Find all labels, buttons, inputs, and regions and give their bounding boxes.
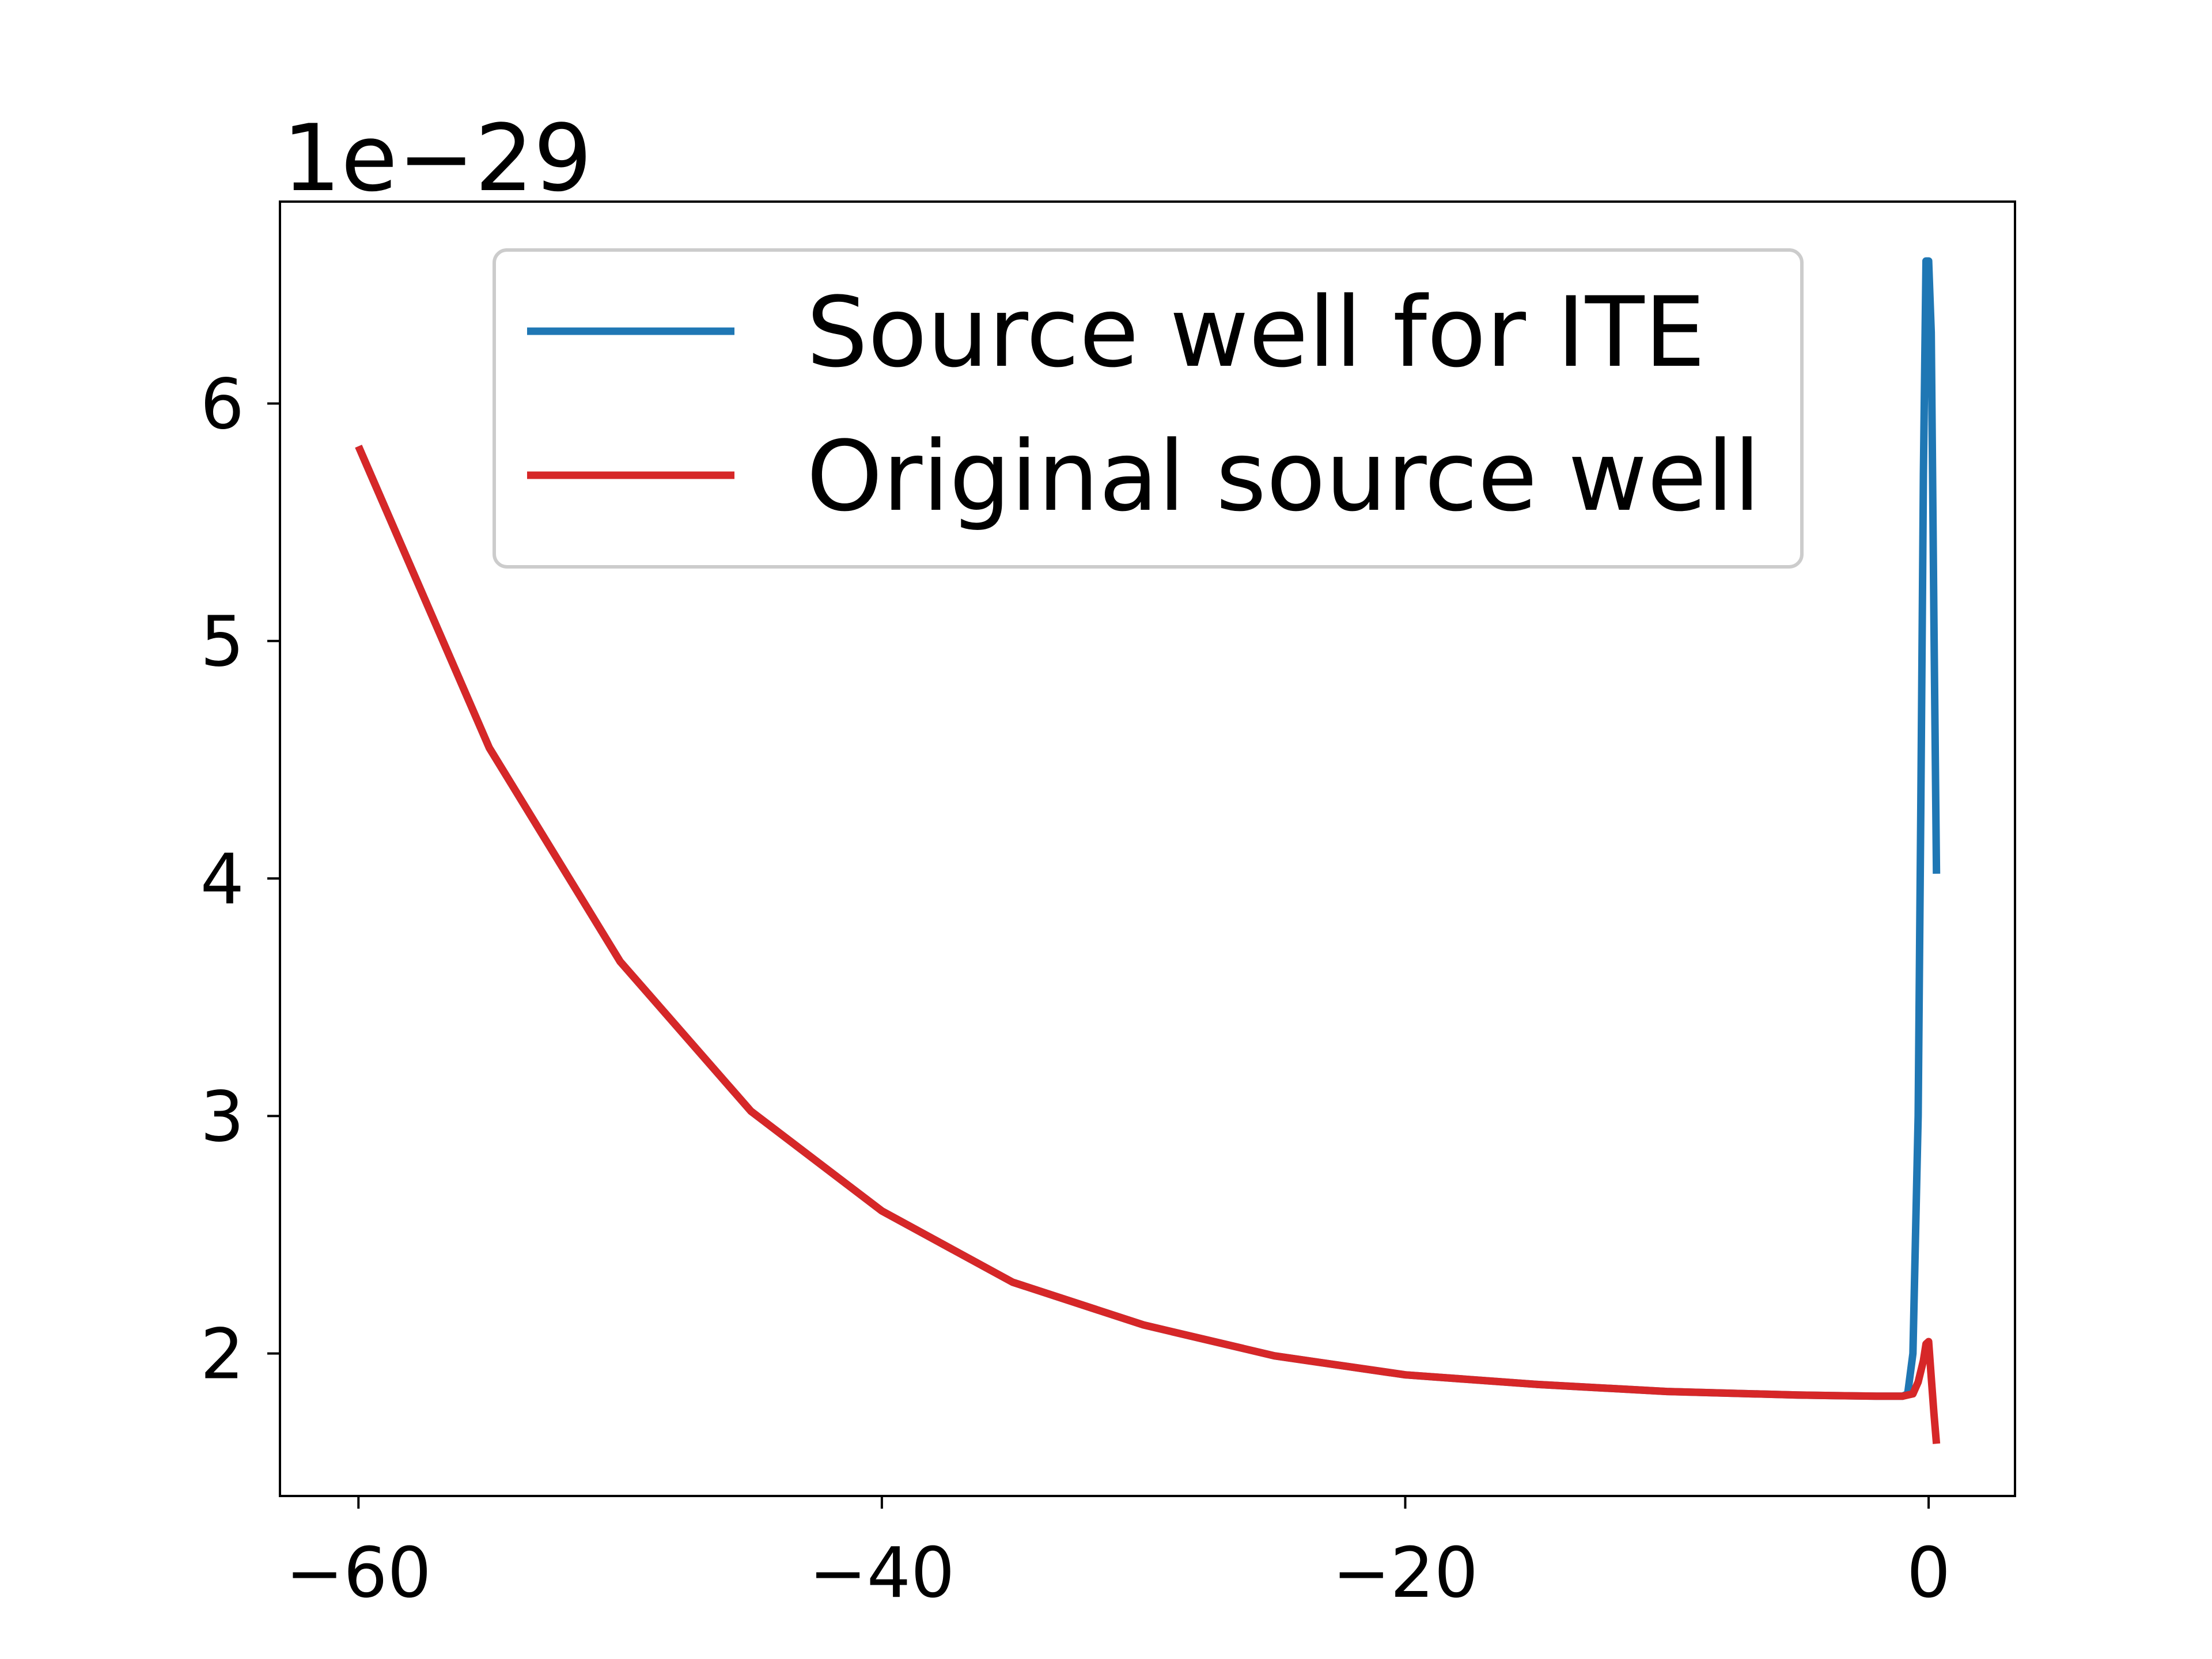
y-tick-label: 4 (200, 840, 244, 920)
y-tick-label: 5 (200, 603, 244, 683)
legend-label-1: Source well for ITE (806, 276, 1706, 389)
y-tick-label: 6 (200, 365, 244, 445)
plot-frame (279, 200, 2016, 1497)
legend-label-2: Original source well (806, 420, 1760, 533)
x-tick-label: −40 (809, 1533, 955, 1613)
x-tick-label: −60 (286, 1533, 431, 1613)
legend-frame (493, 248, 1804, 569)
legend: Source well for ITE Original source well (493, 248, 1804, 569)
x-tick-label: −20 (1332, 1533, 1478, 1613)
axes-layer: −60 −40 −20 0 2 3 4 5 6 (200, 365, 1951, 1613)
series-layer (355, 257, 1941, 1444)
y-offset-label: 1e−29 (282, 104, 592, 212)
y-tick-label: 3 (200, 1077, 244, 1157)
y-tick-label: 2 (200, 1315, 244, 1395)
series-line-2 (355, 445, 1941, 1444)
x-tick-label: 0 (1907, 1533, 1950, 1613)
